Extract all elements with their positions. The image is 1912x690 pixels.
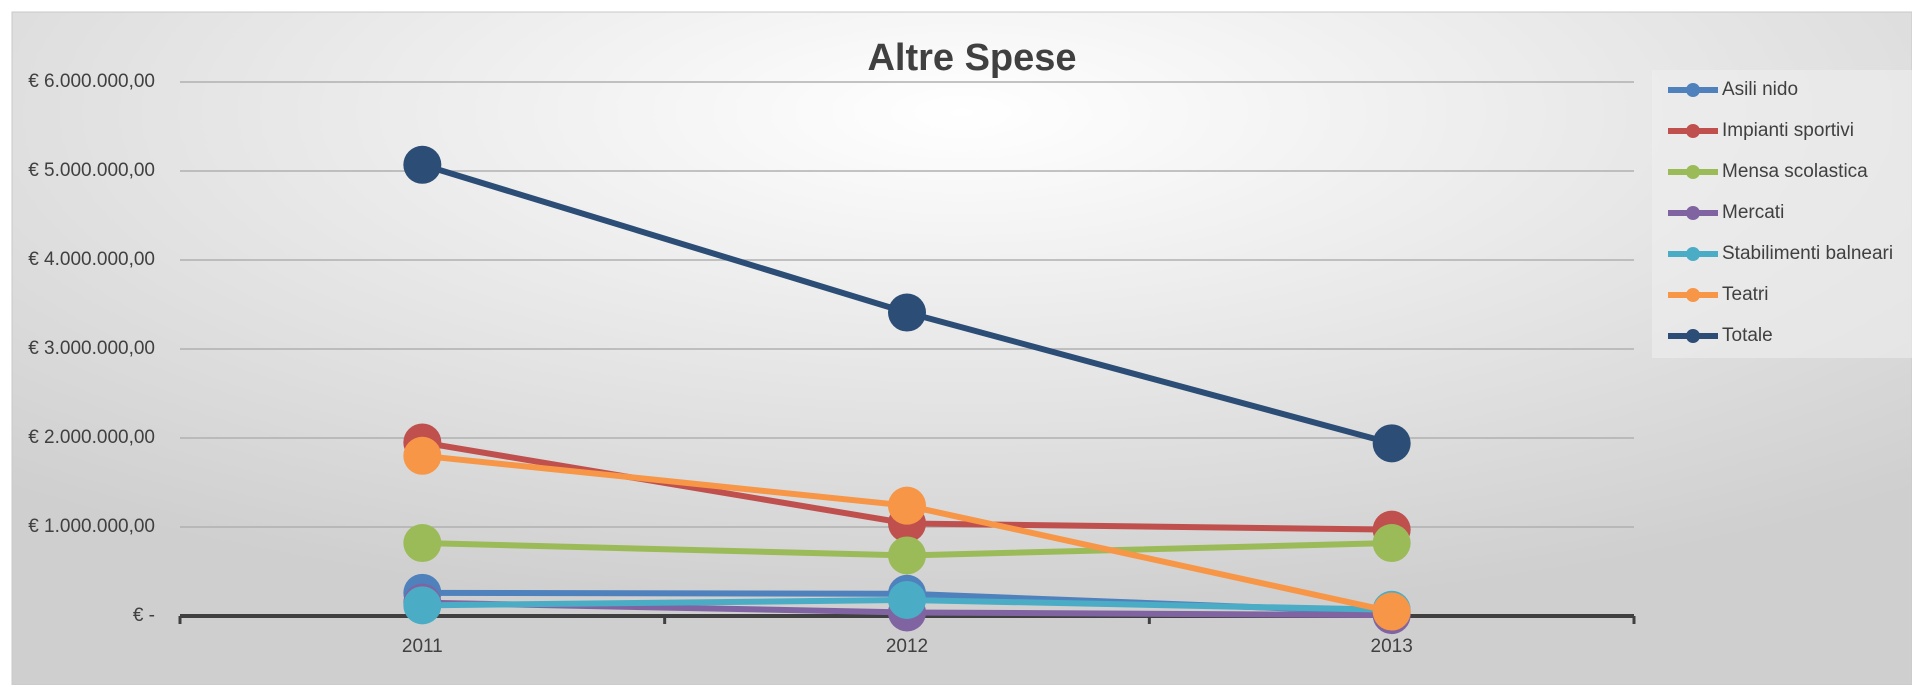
y-tick-label: € 3.000.000,00 <box>28 338 155 359</box>
marker <box>1372 524 1411 563</box>
marker <box>403 145 442 184</box>
legend-marker <box>1686 206 1700 220</box>
legend-label: Impianti sportivi <box>1722 120 1854 141</box>
marker <box>1372 424 1411 463</box>
legend-marker <box>1686 329 1700 343</box>
marker <box>403 436 442 475</box>
marker <box>403 586 442 625</box>
y-tick-label: € 1.000.000,00 <box>28 516 155 537</box>
legend-marker <box>1686 83 1700 97</box>
y-tick-label: € - <box>133 605 155 626</box>
legend-marker <box>1686 247 1700 261</box>
x-tick-label: 2013 <box>1371 636 1413 657</box>
legend-label: Mercati <box>1722 202 1784 223</box>
legend-label: Mensa scolastica <box>1722 161 1868 182</box>
marker <box>888 486 926 525</box>
marker <box>888 536 926 575</box>
x-tick-label: 2011 <box>402 636 443 657</box>
marker <box>1372 592 1411 631</box>
legend-label: Stabilimenti balneari <box>1722 243 1893 264</box>
legend-marker <box>1686 165 1700 179</box>
legend-marker <box>1686 124 1700 138</box>
marker <box>403 524 442 563</box>
x-tick-label: 2012 <box>886 636 928 657</box>
legend-label: Asili nido <box>1722 79 1798 100</box>
legend-marker <box>1686 288 1700 302</box>
legend-label: Totale <box>1722 325 1773 346</box>
marker <box>888 580 926 619</box>
y-tick-label: € 6.000.000,00 <box>28 71 155 92</box>
y-tick-label: € 4.000.000,00 <box>28 249 155 270</box>
y-tick-label: € 5.000.000,00 <box>28 160 155 181</box>
y-tick-label: € 2.000.000,00 <box>28 427 155 448</box>
chart-title: Altre Spese <box>867 37 1076 79</box>
legend-label: Teatri <box>1722 284 1768 305</box>
marker <box>888 293 926 332</box>
